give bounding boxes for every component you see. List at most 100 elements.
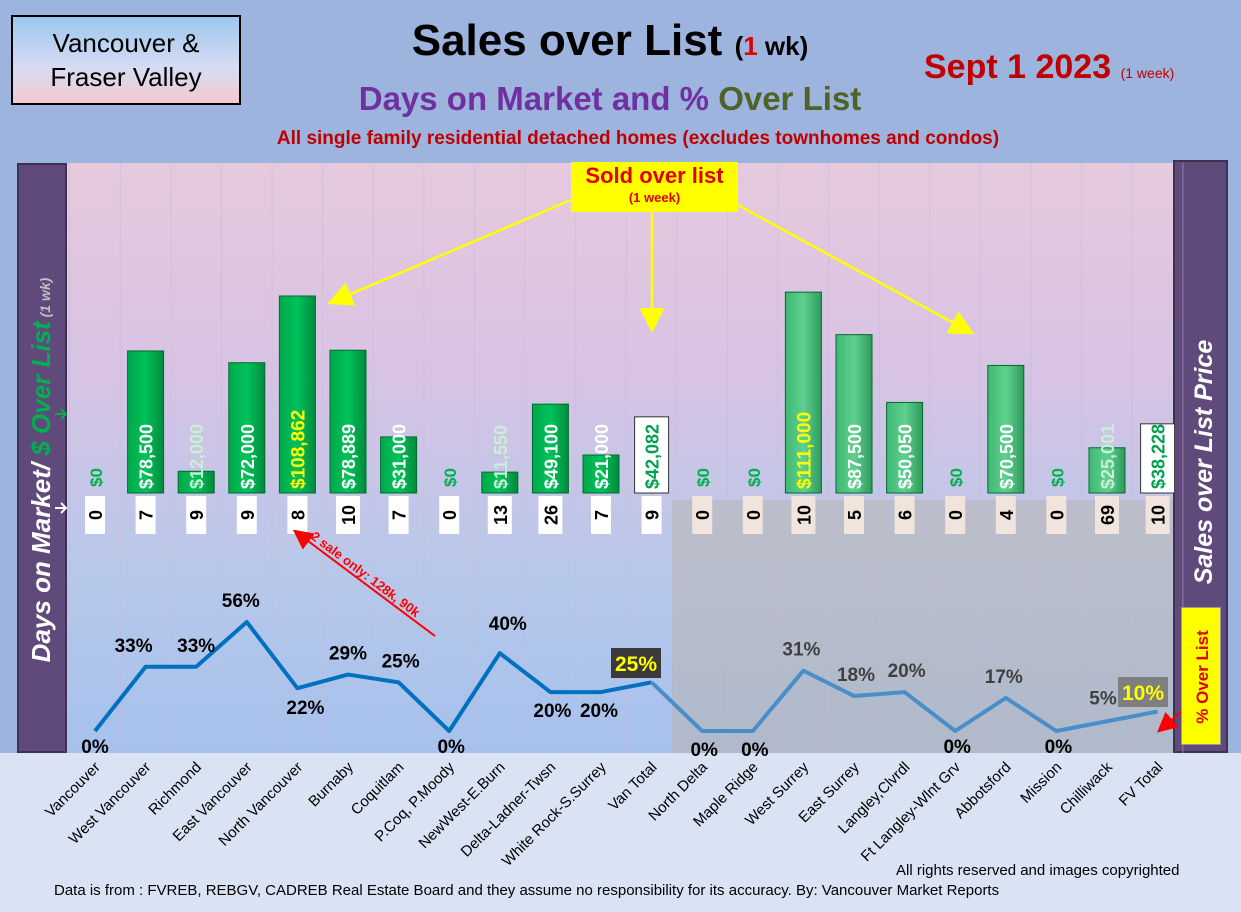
right-axis-title: Sales over List Price — [1190, 340, 1218, 585]
days-box — [742, 496, 763, 534]
days-value: 69 — [1098, 505, 1118, 525]
bar-value-label: $0 — [441, 468, 460, 487]
report-date-value: Sept 1 2023 — [924, 48, 1112, 86]
line-layer — [93, 620, 1158, 733]
callout-line1: Sold over list — [585, 163, 724, 188]
bar — [1088, 447, 1126, 494]
bar — [987, 364, 1025, 494]
pct-label: 22% — [286, 698, 324, 719]
report-date-note: (1 week) — [1120, 65, 1175, 81]
days-value: 7 — [592, 510, 612, 520]
bar-value-label: $50,050 — [896, 424, 916, 489]
callout-arrow-right — [737, 203, 975, 335]
subtitle-part1: Days on Market and % — [358, 80, 719, 117]
bar-value-label: $108,862 — [288, 410, 309, 489]
pct-label: 25% — [382, 651, 420, 672]
bar-value-label: $70,500 — [997, 424, 1017, 489]
days-value: 10 — [1149, 505, 1169, 525]
bar — [329, 349, 367, 494]
pct-label: 29% — [329, 644, 367, 665]
pct-label: 20% — [533, 701, 571, 722]
title-paren-open: ( — [734, 31, 744, 61]
bar-value-label: $21,000 — [592, 424, 612, 489]
pct-label: 18% — [837, 665, 875, 686]
days-value: 10 — [339, 505, 359, 525]
page-title: Sales over List (1 wk) — [300, 16, 920, 66]
pct-over-list-svg: % Over List — [1193, 630, 1212, 724]
bar-value-label: $78,500 — [137, 424, 157, 489]
days-value: 26 — [541, 505, 561, 525]
pct-line-vancouver — [93, 620, 652, 733]
bar — [278, 295, 316, 494]
bar-value-label: $111,000 — [794, 412, 815, 489]
bar-value-label: $49,100 — [541, 424, 561, 489]
bars-layer — [127, 291, 1176, 494]
title-paren: (1 wk) — [735, 31, 809, 61]
bar-value-label: $0 — [947, 468, 966, 487]
bar-value-label: $0 — [745, 468, 764, 487]
days-value: 0 — [693, 510, 713, 520]
bar-value-label: $38,228 — [1149, 424, 1169, 489]
days-box — [844, 496, 864, 534]
pct-label: 20% — [580, 701, 618, 722]
bar-value-label: $87,500 — [845, 424, 865, 489]
bar-value-label: $42,082 — [643, 424, 663, 489]
days-box — [186, 496, 207, 534]
bar-value-label: $0 — [694, 468, 713, 487]
days-box — [1046, 496, 1067, 534]
days-box — [236, 496, 257, 534]
pct-total-label: 25% — [615, 653, 657, 676]
days-value: 0 — [86, 510, 106, 520]
days-box — [894, 496, 915, 534]
bar — [634, 416, 670, 494]
bar-labels-layer: $0 $78,500 $12,000 $72,000 $108,862 $78,889 $3… — [87, 410, 1169, 489]
bar-value-label: $0 — [1048, 468, 1067, 487]
callout-arrows — [327, 198, 975, 335]
days-value: 0 — [1047, 510, 1067, 520]
vertical-gridlines — [69, 163, 1184, 753]
days-box — [692, 496, 713, 534]
days-value: 5 — [845, 510, 865, 520]
bar-value-label: $31,000 — [390, 424, 410, 489]
bar-value-label: $78,889 — [339, 424, 359, 489]
region-box: Vancouver & Fraser Valley — [11, 15, 241, 105]
annotation-arrow — [292, 529, 436, 637]
days-axis-marker — [55, 502, 68, 514]
pct-total-box — [611, 648, 661, 678]
bar — [177, 470, 215, 494]
days-value: 4 — [997, 510, 1017, 520]
pct-labels-layer: 0% 33% 33% 56% 22% 29% 25% 0% 40% 20% 20% 25% 0% 0% 31… — [81, 591, 1168, 761]
days-value: 0 — [946, 510, 966, 520]
bar-value-label: $0 — [87, 468, 106, 487]
days-box — [287, 496, 308, 534]
days-box — [538, 496, 563, 534]
pct-label: 0% — [1045, 737, 1073, 758]
days-box — [135, 496, 156, 534]
days-value: 9 — [643, 510, 663, 520]
bar-value-label: $12,000 — [187, 424, 207, 489]
days-box — [591, 496, 611, 534]
left-axis-title-part1: Days on Market/ — [26, 456, 56, 663]
bar — [127, 350, 165, 494]
pct-label: 20% — [888, 661, 926, 682]
bar — [582, 454, 620, 494]
days-box — [791, 496, 816, 534]
days-value: 7 — [390, 510, 410, 520]
left-axis-title: Days on Market/ $ Over List (1 wk) — [26, 277, 56, 662]
bar-value-label: $25,001 — [1098, 424, 1118, 489]
bar — [835, 334, 873, 494]
callout-line2: (1 week) — [628, 190, 681, 205]
copyright-note: All rights reserved and images copyright… — [896, 862, 1180, 879]
days-box — [1145, 496, 1170, 534]
days-value: 8 — [288, 510, 308, 520]
days-box — [336, 496, 360, 534]
pct-label: 56% — [222, 591, 260, 612]
days-box — [388, 496, 409, 534]
pct-over-list-label: % Over List — [1181, 607, 1221, 745]
bar — [784, 291, 822, 494]
title-paren-rest: wk) — [757, 31, 809, 61]
callout-arrow-left — [327, 198, 572, 306]
days-box — [85, 496, 105, 534]
days-box — [945, 496, 966, 534]
